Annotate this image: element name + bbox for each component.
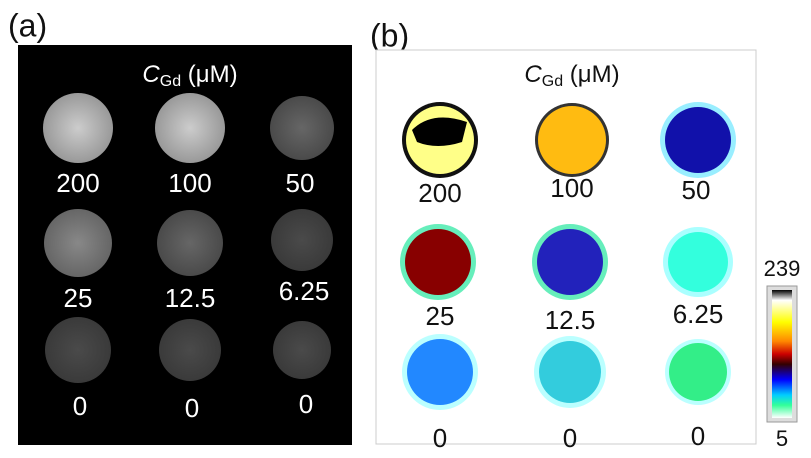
concentration: 50 bbox=[286, 168, 315, 198]
concentration: 50 bbox=[682, 175, 711, 205]
concentration: 0 bbox=[299, 389, 313, 419]
concentration: 100 bbox=[168, 168, 211, 198]
concentration: 6.25 bbox=[279, 276, 330, 306]
concentration: 12.5 bbox=[165, 283, 216, 313]
colorbar-min: 5 bbox=[776, 426, 788, 451]
concentration: 12.5 bbox=[545, 305, 596, 335]
concentration: 6.25 bbox=[673, 299, 724, 329]
panel-label: (a) bbox=[8, 7, 47, 43]
phantoms bbox=[43, 93, 334, 383]
panel-title: CGd (μM) bbox=[142, 61, 237, 90]
panel-title: CGd (μM) bbox=[524, 61, 619, 90]
concentration: 0 bbox=[563, 423, 577, 453]
colorbar-max: 239 bbox=[764, 256, 801, 281]
phantom-maps bbox=[400, 102, 736, 410]
figure: (a) CGd (μM) 200 100 50 25 12.5 6.25 0 0… bbox=[0, 0, 811, 458]
concentration: 0 bbox=[691, 421, 705, 451]
concentration: 0 bbox=[73, 391, 87, 421]
colorbar bbox=[772, 290, 792, 418]
concentration: 0 bbox=[433, 423, 447, 453]
panel-label: (b) bbox=[370, 17, 409, 53]
concentration: 0 bbox=[185, 393, 199, 423]
concentration: 100 bbox=[550, 173, 593, 203]
concentration: 25 bbox=[64, 283, 93, 313]
concentration: 25 bbox=[426, 301, 455, 331]
concentration: 200 bbox=[56, 168, 99, 198]
concentration: 200 bbox=[418, 178, 461, 208]
